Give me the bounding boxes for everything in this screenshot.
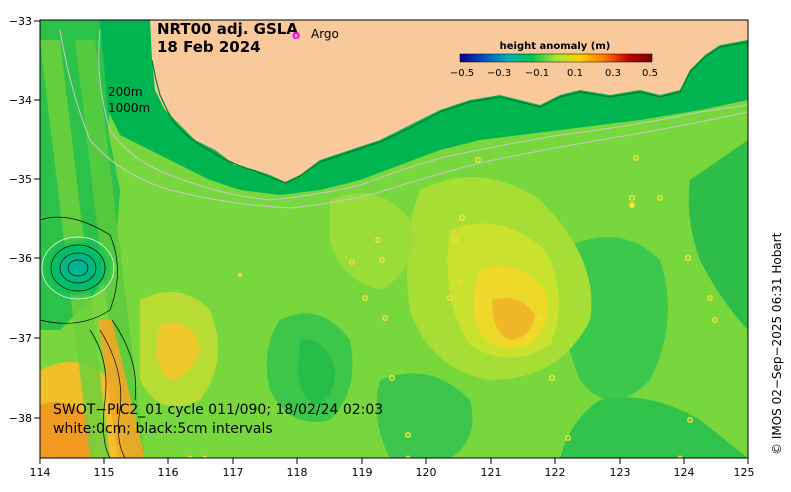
anomaly-green-south2	[298, 339, 335, 405]
colorbar-tick: 0.3	[605, 68, 621, 79]
swot-contour-note: white:0cm; black:5cm intervals	[53, 421, 273, 437]
anomaly-high-sw-core	[40, 402, 95, 458]
y-tick-label: −36	[9, 252, 32, 265]
swot-swath-east	[75, 40, 145, 458]
map-title: NRT00 adj. GSLA	[157, 20, 298, 38]
x-tick-label: 115	[94, 466, 115, 479]
argo-symbol: o	[292, 28, 300, 42]
credit-label: © IMOS 02−Sep−2025 06:31 Hobart	[770, 232, 784, 455]
anomaly-green-mid	[376, 373, 473, 458]
coast-jagged	[151, 41, 748, 184]
anomaly-green-southeast	[560, 397, 748, 458]
colorbar	[459, 53, 653, 63]
anomaly-high-west-core	[156, 322, 200, 380]
map-date: 18 Feb 2024	[157, 38, 261, 56]
x-tick-label: 116	[158, 466, 179, 479]
x-tick-label: 124	[674, 466, 695, 479]
y-tick-label: −34	[9, 94, 32, 107]
obs-markers-filled	[187, 202, 683, 458]
colorbar-tick: 0.5	[642, 68, 658, 79]
x-tick-label: 121	[481, 466, 502, 479]
swot-swath-sw	[98, 320, 145, 458]
plot-frame	[39, 19, 749, 459]
colorbar-tick: −0.3	[487, 68, 511, 79]
colorbar-legend: height anomaly (m) −0.5 −0.3 −0.1 0.1 0.…	[450, 41, 658, 79]
colorbar-tick: −0.5	[450, 68, 474, 79]
isobath-label-200m: 200m	[108, 85, 143, 99]
x-tick-label: 119	[352, 466, 373, 479]
x-tick-label: 123	[610, 466, 631, 479]
anomaly-green-far-east	[688, 140, 748, 330]
isobath-200m	[98, 29, 748, 201]
x-axis: 114 115 116 117 118 119 120 121 122 123 …	[30, 458, 755, 479]
y-tick-label: −38	[9, 412, 32, 425]
colorbar-tick: 0.1	[567, 68, 583, 79]
x-tick-label: 125	[734, 466, 755, 479]
anomaly-high-middle-north	[330, 193, 412, 290]
isobath-label-1000m: 1000m	[108, 101, 150, 115]
colorbar-title: height anomaly (m)	[500, 41, 611, 52]
colorbar-tick: −0.1	[525, 68, 549, 79]
x-tick-label: 122	[545, 466, 566, 479]
isobath-1000m	[59, 29, 748, 209]
argo-label: Argo	[311, 27, 339, 41]
y-tick-label: −37	[9, 332, 32, 345]
swot-pass-label: SWOT−PIC2_01 cycle 011/090; 18/02/24 02:…	[53, 402, 383, 418]
x-tick-label: 118	[287, 466, 308, 479]
x-tick-label: 114	[30, 466, 51, 479]
y-tick-label: −33	[9, 15, 32, 28]
y-axis: −33 −34 −35 −36 −37 −38	[9, 15, 40, 425]
eddy-core	[40, 234, 116, 302]
x-tick-label: 120	[416, 466, 437, 479]
x-tick-label: 117	[223, 466, 244, 479]
plot-area	[40, 20, 748, 458]
anomaly-high-core2	[492, 297, 535, 340]
y-tick-label: −35	[9, 173, 32, 186]
obs-markers	[349, 155, 748, 441]
eddy-contours	[40, 216, 137, 458]
